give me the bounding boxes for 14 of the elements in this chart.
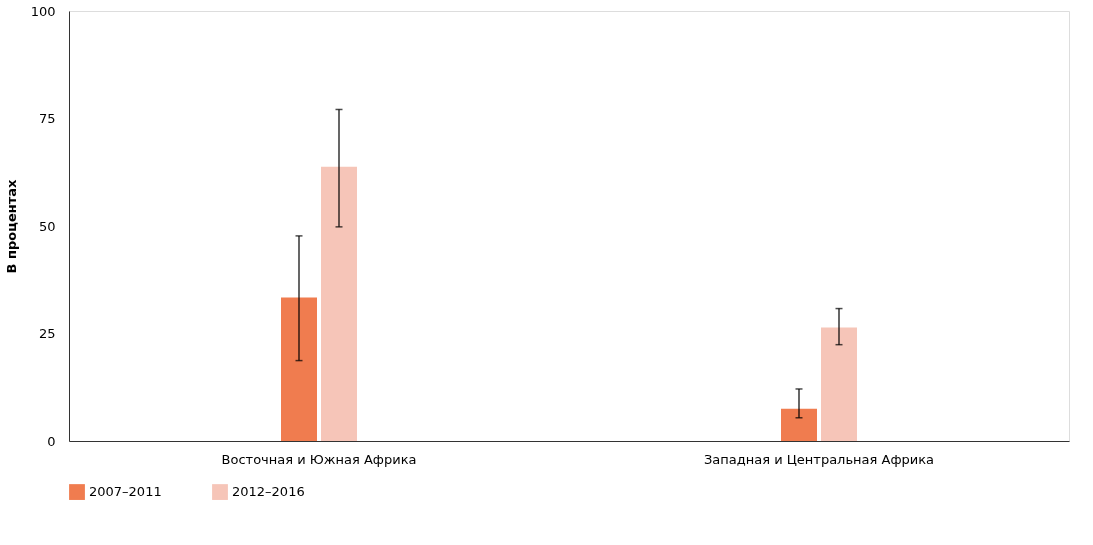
y-tick-label: 25 <box>38 326 56 341</box>
bar <box>821 327 857 441</box>
y-axis-title: В процентах <box>3 179 19 274</box>
x-tick-label: Западная и Центральная Африка <box>703 451 935 467</box>
bar <box>781 408 817 441</box>
y-tick-label: 75 <box>38 111 56 126</box>
y-tick-label: 50 <box>38 218 56 234</box>
bar <box>281 297 317 441</box>
y-tick-label: 100 <box>30 3 56 19</box>
legend-label: 2007–2011 <box>89 484 162 500</box>
y-tick-label: 0 <box>47 433 56 449</box>
legend-label: 2012–2016 <box>232 484 305 500</box>
x-tick-label: Восточная и Южная Африка <box>221 451 417 467</box>
bar <box>321 166 357 441</box>
